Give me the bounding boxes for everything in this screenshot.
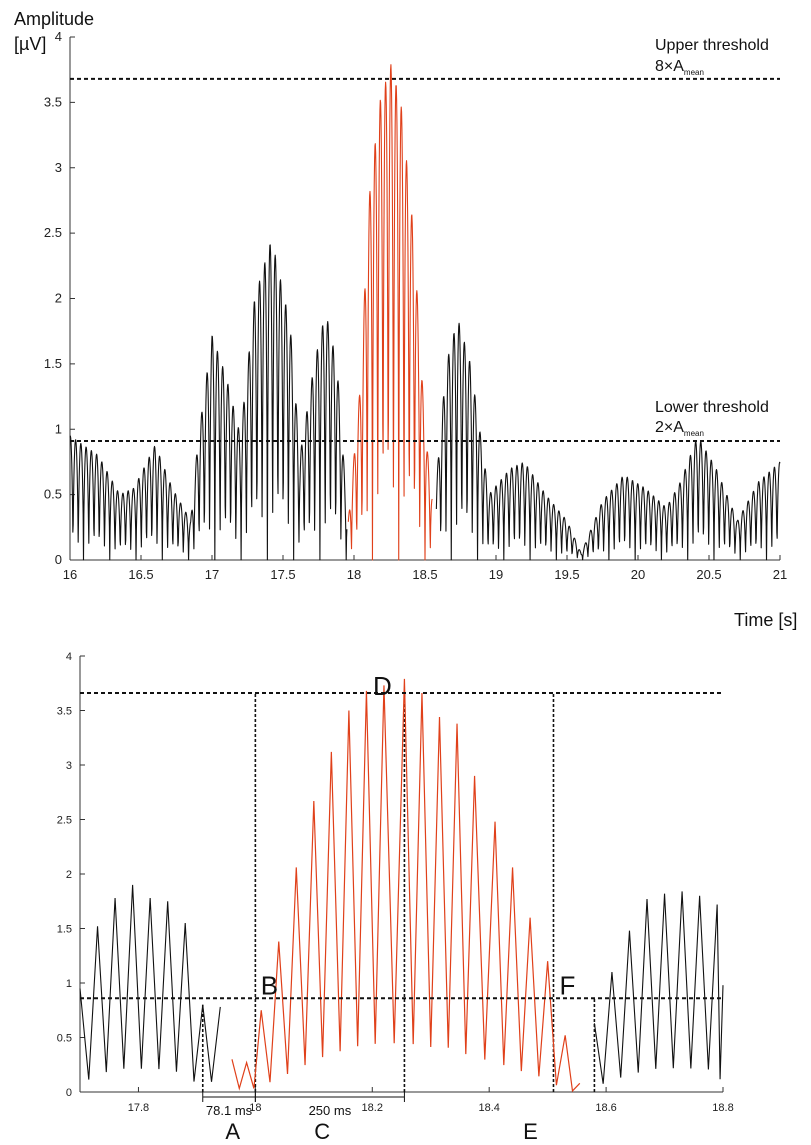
top-y-tick-label: 3.5: [44, 94, 62, 109]
bottom-x-tick-label: 18: [249, 1102, 261, 1114]
top-x-tick-label: 19: [489, 567, 503, 582]
dimension-label-0: 78.1 ms: [206, 1103, 253, 1118]
lower-threshold-sub: mean: [684, 429, 704, 438]
bottom-series: [79, 678, 724, 1093]
top-series-line-1: [347, 64, 433, 561]
top-series-line-2: [435, 322, 781, 561]
bottom-x-tick-label: 18.6: [595, 1102, 616, 1114]
bottom-series-right: [593, 891, 724, 1084]
top-x-tick-label: 17.5: [270, 567, 295, 582]
top-y-tick-label: 2: [55, 291, 62, 306]
bottom-axes: 17.8 18 18.2 18.4 18.6 18.8 0 0.5 1 1.5 2 2.5 3 3.5 4: [57, 651, 734, 1114]
top-x-tick-label: 18.5: [412, 567, 437, 582]
top-x-tick-label: 17: [205, 567, 219, 582]
bottom-guides: [201, 693, 596, 1092]
top-x-tick-label: 21: [773, 567, 787, 582]
bottom-y-tick-label: 0.5: [57, 1033, 72, 1045]
y-axis-label-line1: Amplitude: [14, 9, 94, 29]
lower-threshold-label: Lower threshold: [655, 399, 769, 416]
bottom-series-left: [79, 884, 221, 1082]
marker-e: E: [523, 1119, 538, 1144]
upper-threshold-coef: 8×A: [655, 58, 684, 75]
marker-c: C: [314, 1119, 330, 1144]
bottom-y-tick-label: 1: [66, 978, 72, 990]
upper-threshold-label: Upper threshold: [655, 37, 769, 54]
top-x-tick-label: 20.5: [696, 567, 721, 582]
top-x-tick-label: 19.5: [554, 567, 579, 582]
bottom-y-tick-label: 0: [66, 1087, 72, 1099]
bottom-y-tick-label: 3.5: [57, 706, 72, 718]
top-y-tick-label: 2.5: [44, 225, 62, 240]
marker-b: B: [261, 970, 278, 1000]
top-x-tick-label: 16.5: [128, 567, 153, 582]
bottom-markers: A B C D E F: [225, 671, 575, 1144]
y-axis-label-line2: [µV]: [14, 34, 46, 54]
top-y-tick-label: 4: [55, 29, 62, 44]
bottom-x-tick-label: 17.8: [128, 1102, 149, 1114]
bottom-series-event: [231, 678, 581, 1093]
top-thresholds: [70, 77, 780, 443]
top-x-tick-label: 18: [347, 567, 361, 582]
bottom-y-tick-label: 2.5: [57, 815, 72, 827]
top-y-tick-label: 1: [55, 421, 62, 436]
top-series: [69, 64, 781, 561]
x-axis-label: Time [s]: [734, 610, 797, 630]
upper-threshold-sub: mean: [684, 68, 704, 77]
top-y-tick-label: 0: [55, 552, 62, 567]
top-series-line-0: [69, 244, 348, 561]
bottom-dimensions: 78.1 ms 250 ms: [202, 1092, 405, 1118]
marker-f: F: [560, 970, 576, 1000]
bottom-y-tick-label: 2: [66, 869, 72, 881]
top-axes: 16 16.5 17 17.5 18 18.5 19 19.5 20 20.5 21 0 0.5 1 1.5…: [44, 29, 787, 582]
bottom-y-tick-label: 1.5: [57, 924, 72, 936]
marker-d: D: [373, 671, 392, 701]
upper-threshold-coefficient: 8×Amean: [655, 58, 704, 77]
lower-threshold-coef: 2×A: [655, 419, 684, 436]
bottom-x-tick-label: 18.4: [478, 1102, 499, 1114]
top-x-tick-label: 16: [63, 567, 77, 582]
bottom-y-tick-label: 3: [66, 760, 72, 772]
bottom-y-tick-label: 4: [66, 651, 72, 663]
top-panel: Amplitude [µV] 16 16.5 17 17.5 18 18.5 19 19.5 2…: [14, 9, 797, 630]
top-y-tick-label: 1.5: [44, 356, 62, 371]
marker-a: A: [225, 1119, 240, 1144]
bottom-x-tick-label: 18.2: [362, 1102, 383, 1114]
bottom-panel: 17.8 18 18.2 18.4 18.6 18.800.511.522.533.54 …: [57, 651, 734, 1144]
top-y-tick-label: 3: [55, 160, 62, 175]
bottom-x-tick-label: 18.8: [712, 1102, 733, 1114]
lower-threshold-coefficient: 2×Amean: [655, 419, 704, 438]
top-x-tick-label: 20: [631, 567, 645, 582]
bottom-thresholds: [80, 692, 723, 1000]
dimension-label-1: 250 ms: [309, 1103, 352, 1118]
top-y-tick-label: 0.5: [44, 487, 62, 502]
